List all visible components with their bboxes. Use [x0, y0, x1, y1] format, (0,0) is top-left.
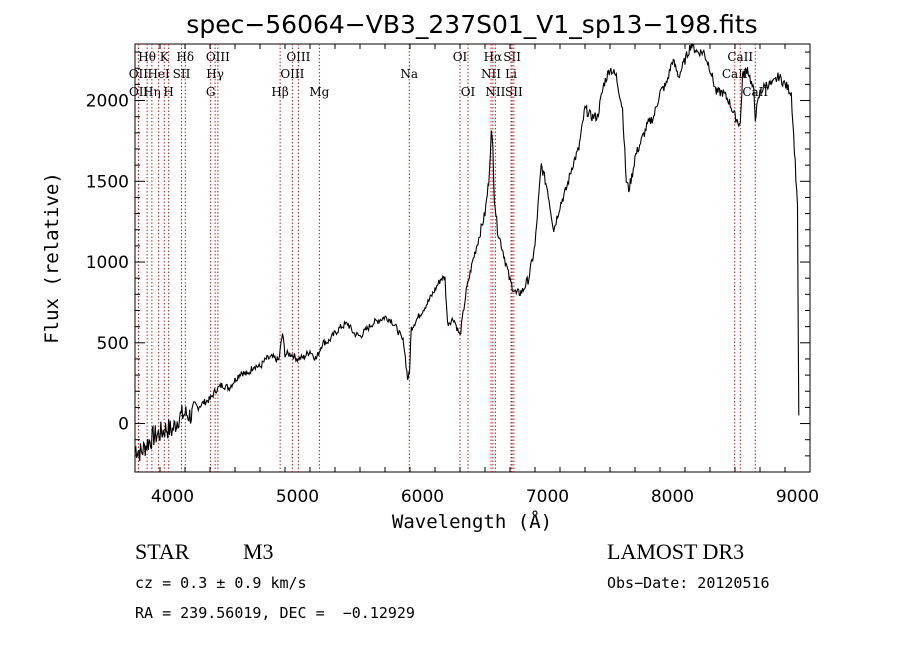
line-markers: HθOIIOIIHηHeIKHSIIHδGHγOIIIHβOIIIOIIIMgN… [129, 44, 768, 472]
x-axis-label: Wavelength (Å) [392, 510, 552, 533]
x-tick-label: 9000 [776, 487, 819, 507]
line-marker-label: H [163, 85, 173, 99]
line-marker-label: SII [503, 50, 521, 64]
object-class: STAR [135, 539, 190, 564]
line-marker-label: Hα [484, 50, 503, 64]
line-marker-label: Hδ [176, 50, 194, 64]
y-tick-label: 1500 [86, 172, 129, 192]
line-marker-label: Mg [309, 85, 329, 99]
object-subclass: M3 [243, 539, 274, 564]
x-axis-ticks: 4000 5000 6000 7000 8000 9000 [134, 44, 819, 507]
line-marker-label: NII [485, 85, 505, 99]
x-tick-label: 4000 [151, 487, 194, 507]
line-marker-label: NII [481, 67, 501, 81]
line-marker-label: Hβ [271, 85, 288, 99]
line-marker-label: HeI [147, 67, 170, 81]
y-axis-ticks: 0 500 1000 1500 2000 [86, 51, 810, 473]
y-tick-label: 1000 [86, 253, 129, 273]
y-tick-label: 500 [97, 334, 129, 354]
line-marker-label: SII [505, 85, 523, 99]
line-marker-label: CaII [722, 67, 748, 81]
spectrum-group [134, 43, 800, 461]
line-marker-label: OIII [206, 50, 230, 64]
survey-name: LAMOST DR3 [607, 539, 745, 564]
line-marker-label: SII [173, 67, 191, 81]
y-tick-label: 0 [118, 415, 129, 435]
redshift-readout: cz = 0.3 ± 0.9 km/s [135, 574, 307, 592]
line-marker-label: CaII [742, 85, 768, 99]
x-tick-label: 6000 [401, 487, 444, 507]
y-tick-label: 2000 [86, 92, 129, 112]
line-marker-label: Hθ [138, 50, 156, 64]
line-marker-label: CaII [727, 50, 753, 64]
line-marker-label: K [160, 50, 170, 64]
line-marker-label: OIII [286, 50, 310, 64]
spectrum-line [134, 43, 800, 461]
line-marker-label: G [206, 85, 216, 99]
line-marker-label: Hγ [206, 67, 224, 81]
plot-frame [134, 43, 811, 473]
x-tick-label: 8000 [651, 487, 694, 507]
observation-date: Obs−Date: 20120516 [607, 574, 770, 592]
x-tick-label: 5000 [276, 487, 319, 507]
line-marker-label: OII [129, 85, 149, 99]
line-marker-label: Li [505, 67, 517, 81]
line-marker-label: OIII [280, 67, 304, 81]
line-marker-label: OI [461, 85, 476, 99]
chart-title: spec−56064−VB3_237S01_V1_sp13−198.fits [186, 10, 757, 39]
line-marker-label: Na [400, 67, 418, 81]
line-marker-label: Hη [143, 85, 161, 99]
y-axis-label: Flux (relative) [41, 172, 63, 344]
line-marker-label: OII [129, 67, 149, 81]
coordinates-readout: RA = 239.56019, DEC = −0.12929 [135, 604, 415, 622]
line-marker-label: OI [453, 50, 468, 64]
x-tick-label: 7000 [526, 487, 569, 507]
